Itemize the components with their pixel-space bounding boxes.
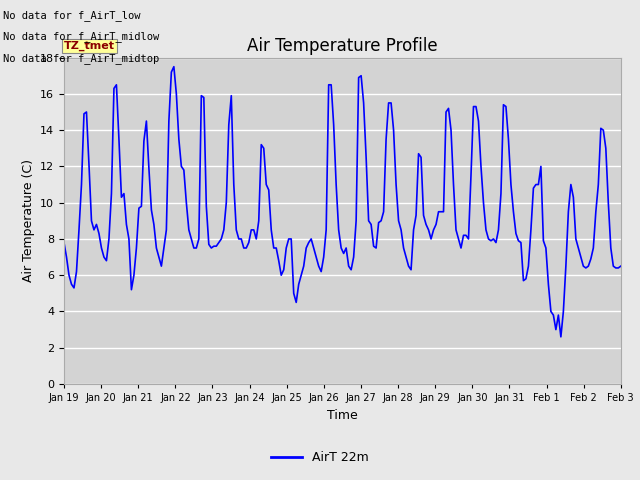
Text: No data for f_AirT_midtop: No data for f_AirT_midtop <box>3 53 159 64</box>
Text: No data for f_AirT_midlow: No data for f_AirT_midlow <box>3 31 159 42</box>
X-axis label: Time: Time <box>327 408 358 421</box>
Legend: AirT 22m: AirT 22m <box>266 446 374 469</box>
Text: TZ_tmet: TZ_tmet <box>64 41 115 51</box>
Title: Air Temperature Profile: Air Temperature Profile <box>247 36 438 55</box>
Y-axis label: Air Temperature (C): Air Temperature (C) <box>22 159 35 282</box>
Text: No data for f_AirT_low: No data for f_AirT_low <box>3 10 141 21</box>
